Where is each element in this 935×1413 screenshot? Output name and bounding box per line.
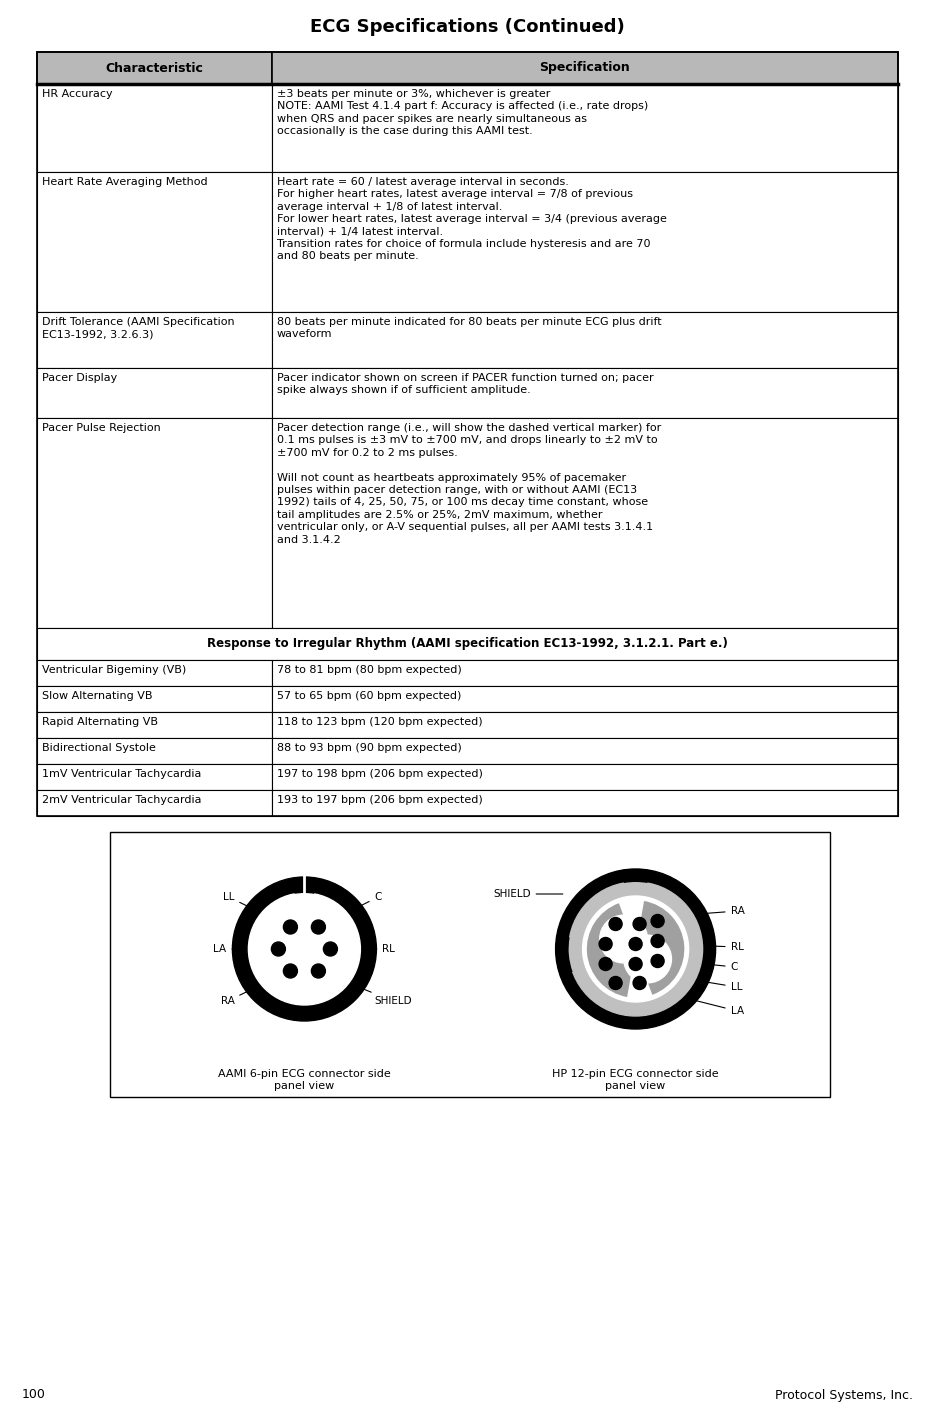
Bar bbox=[272, 83, 898, 172]
Text: Heart rate = 60 / latest average interval in seconds.
For higher heart rates, la: Heart rate = 60 / latest average interva… bbox=[277, 177, 667, 261]
Text: AAMI 6-pin ECG connector side
panel view: AAMI 6-pin ECG connector side panel view bbox=[218, 1070, 391, 1091]
Text: Ventricular Bigeminy (VB): Ventricular Bigeminy (VB) bbox=[42, 666, 186, 675]
Circle shape bbox=[324, 942, 338, 957]
Bar bbox=[37, 738, 272, 764]
Text: RL: RL bbox=[660, 942, 743, 952]
Text: 2mV Ventricular Tachycardia: 2mV Ventricular Tachycardia bbox=[42, 796, 202, 805]
Bar bbox=[37, 418, 272, 627]
Text: SHIELD: SHIELD bbox=[321, 972, 412, 1006]
Circle shape bbox=[651, 914, 664, 927]
Text: HR Accuracy: HR Accuracy bbox=[42, 89, 112, 99]
Text: C: C bbox=[660, 959, 738, 972]
Text: HP 12-pin ECG connector side
panel view: HP 12-pin ECG connector side panel view bbox=[553, 1070, 719, 1091]
Text: Bidirectional Systole: Bidirectional Systole bbox=[42, 743, 156, 753]
Text: Characteristic: Characteristic bbox=[106, 62, 204, 75]
Bar bbox=[110, 832, 830, 1096]
Bar bbox=[272, 52, 898, 83]
Text: 197 to 198 bpm (206 bpm expected): 197 to 198 bpm (206 bpm expected) bbox=[277, 769, 482, 779]
Text: 1mV Ventricular Tachycardia: 1mV Ventricular Tachycardia bbox=[42, 769, 201, 779]
Bar bbox=[37, 172, 272, 312]
Circle shape bbox=[283, 964, 297, 978]
Bar bbox=[37, 52, 898, 815]
Circle shape bbox=[651, 955, 664, 968]
Bar bbox=[37, 660, 272, 685]
Bar bbox=[37, 790, 272, 815]
Circle shape bbox=[599, 916, 647, 962]
Text: Pacer Display: Pacer Display bbox=[42, 373, 117, 383]
Text: Slow Alternating VB: Slow Alternating VB bbox=[42, 691, 152, 701]
Text: ECG Specifications (Continued): ECG Specifications (Continued) bbox=[310, 18, 625, 35]
Text: Drift Tolerance (AAMI Specification
EC13-1992, 3.2.6.3): Drift Tolerance (AAMI Specification EC13… bbox=[42, 317, 235, 339]
Circle shape bbox=[609, 976, 622, 989]
Bar bbox=[272, 367, 898, 418]
Bar bbox=[272, 312, 898, 367]
Bar bbox=[272, 660, 898, 685]
Circle shape bbox=[283, 920, 297, 934]
Bar bbox=[272, 418, 898, 627]
Circle shape bbox=[568, 882, 702, 1016]
Text: RA: RA bbox=[221, 972, 288, 1006]
Text: LL: LL bbox=[223, 892, 288, 926]
Text: RA: RA bbox=[660, 906, 744, 917]
Circle shape bbox=[249, 893, 360, 1005]
Circle shape bbox=[633, 976, 646, 989]
Bar bbox=[37, 627, 898, 660]
Bar bbox=[272, 685, 898, 712]
Bar bbox=[272, 790, 898, 815]
Wedge shape bbox=[636, 901, 684, 995]
Wedge shape bbox=[555, 935, 572, 976]
Circle shape bbox=[311, 964, 325, 978]
Text: 118 to 123 bpm (120 bpm expected): 118 to 123 bpm (120 bpm expected) bbox=[277, 716, 482, 728]
Circle shape bbox=[629, 937, 642, 951]
Text: C: C bbox=[321, 892, 381, 926]
Bar bbox=[272, 172, 898, 312]
Bar bbox=[37, 83, 272, 172]
Text: Pacer indicator shown on screen if PACER function turned on; pacer
spike always : Pacer indicator shown on screen if PACER… bbox=[277, 373, 654, 396]
Text: Pacer detection range (i.e., will show the dashed vertical marker) for
0.1 ms pu: Pacer detection range (i.e., will show t… bbox=[277, 422, 661, 544]
Text: Protocol Systems, Inc.: Protocol Systems, Inc. bbox=[775, 1389, 913, 1402]
Circle shape bbox=[233, 877, 377, 1022]
Text: Specification: Specification bbox=[539, 62, 630, 75]
Bar bbox=[37, 52, 272, 83]
Circle shape bbox=[555, 869, 715, 1029]
Circle shape bbox=[624, 935, 671, 983]
Wedge shape bbox=[622, 869, 650, 883]
Text: ±3 beats per minute or 3%, whichever is greater
NOTE: AAMI Test 4.1.4 part f: Ac: ±3 beats per minute or 3%, whichever is … bbox=[277, 89, 648, 136]
Circle shape bbox=[651, 934, 664, 948]
Circle shape bbox=[311, 920, 325, 934]
Text: Pacer Pulse Rejection: Pacer Pulse Rejection bbox=[42, 422, 161, 432]
Text: SHIELD: SHIELD bbox=[493, 889, 563, 899]
Bar bbox=[37, 312, 272, 367]
Text: LA: LA bbox=[213, 944, 276, 954]
Text: 100: 100 bbox=[22, 1389, 46, 1402]
Text: LL: LL bbox=[660, 975, 742, 992]
Bar bbox=[37, 764, 272, 790]
Circle shape bbox=[271, 942, 285, 957]
Bar bbox=[272, 764, 898, 790]
Text: Rapid Alternating VB: Rapid Alternating VB bbox=[42, 716, 158, 728]
Circle shape bbox=[599, 937, 612, 951]
Text: LA: LA bbox=[660, 992, 743, 1016]
Text: Response to Irregular Rhythm (AAMI specification EC13-1992, 3.1.2.1. Part e.): Response to Irregular Rhythm (AAMI speci… bbox=[207, 637, 728, 650]
Text: 80 beats per minute indicated for 80 beats per minute ECG plus drift
waveform: 80 beats per minute indicated for 80 bea… bbox=[277, 317, 662, 339]
Bar bbox=[37, 367, 272, 418]
Text: 88 to 93 bpm (90 bpm expected): 88 to 93 bpm (90 bpm expected) bbox=[277, 743, 462, 753]
Bar bbox=[272, 712, 898, 738]
Wedge shape bbox=[292, 877, 317, 894]
Text: 57 to 65 bpm (60 bpm expected): 57 to 65 bpm (60 bpm expected) bbox=[277, 691, 461, 701]
Bar bbox=[272, 738, 898, 764]
Circle shape bbox=[583, 896, 688, 1002]
Text: 193 to 197 bpm (206 bpm expected): 193 to 197 bpm (206 bpm expected) bbox=[277, 796, 482, 805]
Bar bbox=[37, 712, 272, 738]
Circle shape bbox=[599, 958, 612, 971]
Circle shape bbox=[629, 958, 642, 971]
Circle shape bbox=[633, 917, 646, 931]
Bar bbox=[37, 685, 272, 712]
Text: 78 to 81 bpm (80 bpm expected): 78 to 81 bpm (80 bpm expected) bbox=[277, 666, 462, 675]
Wedge shape bbox=[587, 903, 636, 998]
Text: RL: RL bbox=[333, 944, 396, 954]
Circle shape bbox=[609, 917, 622, 931]
Text: Heart Rate Averaging Method: Heart Rate Averaging Method bbox=[42, 177, 208, 187]
